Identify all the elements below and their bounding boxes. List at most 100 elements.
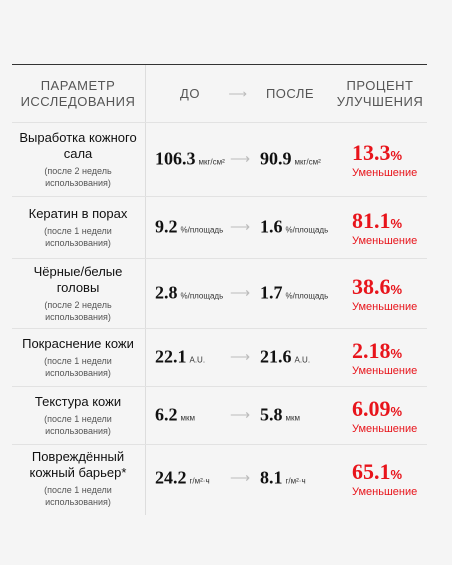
after-unit: г/м²·ч [285, 476, 306, 486]
parameter-note: (после 1 недели использования) [44, 484, 112, 507]
parameter-name: Чёрные/белые головы [33, 263, 123, 295]
before-unit: %/площадь [180, 225, 224, 235]
header-cell: ПАРАМЕТР ИССЛЕДОВАНИЯ [20, 77, 136, 109]
percent-value: 2.18 [352, 337, 391, 363]
table-row: Текстура кожи (после 1 недели использован… [12, 386, 427, 444]
after-cell: 5.8 мкм [260, 405, 300, 426]
percent-cell: 13.3% Уменьшение [352, 122, 417, 196]
parameter-name: Покраснение кожи [22, 335, 134, 351]
change-label: Уменьшение [352, 300, 418, 313]
before-unit: мкм [180, 413, 196, 423]
percent-line: 81.1% [352, 208, 417, 234]
percent-cell: 38.6% Уменьшение [352, 258, 417, 328]
parameter-cell: Повреждённый кожный барьер* (после 1 неде… [12, 444, 144, 512]
parameter-cell: Кератин в порах (после 1 недели использов… [12, 196, 144, 258]
after-unit: %/площадь [285, 225, 329, 235]
after-value: 21.6 [260, 346, 292, 367]
arrow: ⟶ [230, 284, 251, 301]
arrow: ⟶ [230, 469, 251, 486]
row-rule [12, 258, 427, 259]
after-cell: 1.7 %/площадь [260, 283, 328, 304]
percent-value: 13.3 [352, 139, 391, 165]
change-label: Уменьшение [352, 485, 418, 498]
arrow: ⟶ [230, 348, 251, 365]
after-unit: мкг/см² [294, 157, 321, 167]
parameter-name: Выработка кожного сала [19, 129, 137, 161]
percent-line: 6.09% [352, 396, 417, 422]
arrow: ⟶ [230, 150, 251, 167]
percent-value: 81.1 [352, 207, 391, 233]
before-cell: 24.2 г/м²·ч [155, 468, 210, 489]
parameter-cell: Покраснение кожи (после 1 недели использо… [12, 328, 144, 386]
percent-line: 65.1% [352, 459, 417, 485]
after-value: 1.7 [260, 282, 283, 303]
before-unit: г/м²·ч [189, 476, 210, 486]
top-rule [12, 64, 427, 65]
header-cell: ДО [180, 85, 200, 101]
percent-value: 38.6 [352, 273, 391, 299]
percent-cell: 81.1% Уменьшение [352, 196, 417, 258]
arrow: ⟶ [230, 218, 251, 235]
after-unit: мкм [285, 413, 301, 423]
parameter-note: (после 2 недель использования) [44, 165, 112, 188]
before-cell: 2.8 %/площадь [155, 283, 223, 304]
after-unit: A.U. [294, 355, 311, 365]
after-value: 8.1 [260, 467, 283, 488]
before-value: 6.2 [155, 404, 178, 425]
table-row: Выработка кожного сала (после 2 недель ис… [12, 122, 427, 196]
percent-sign: % [390, 215, 403, 231]
before-value: 24.2 [155, 467, 187, 488]
header-cell: ПРОЦЕНТ УЛУЧШЕНИЯ [336, 77, 424, 109]
row-rule [12, 444, 427, 445]
parameter-cell: Текстура кожи (после 1 недели использован… [12, 386, 144, 444]
after-value: 90.9 [260, 148, 292, 169]
row-rule [12, 386, 427, 387]
before-cell: 22.1 A.U. [155, 347, 205, 368]
after-unit: %/площадь [285, 291, 329, 301]
before-unit: A.U. [189, 355, 206, 365]
percent-sign: % [390, 345, 403, 361]
before-unit: %/площадь [180, 291, 224, 301]
percent-sign: % [390, 403, 403, 419]
table-row: Покраснение кожи (после 1 недели использо… [12, 328, 427, 386]
percent-line: 2.18% [352, 338, 417, 364]
header-arrow: ⟶ [228, 85, 248, 101]
parameter-note: (после 1 недели использования) [44, 225, 112, 248]
parameter-note: (после 1 недели использования) [44, 355, 112, 378]
change-label: Уменьшение [352, 364, 418, 377]
percent-line: 38.6% [352, 274, 417, 300]
after-value: 5.8 [260, 404, 283, 425]
arrow: ⟶ [230, 406, 251, 423]
percent-cell: 2.18% Уменьшение [352, 328, 417, 386]
after-value: 1.6 [260, 216, 283, 237]
percent-value: 65.1 [352, 458, 391, 484]
parameter-cell: Чёрные/белые головы (после 2 недель испол… [12, 258, 144, 328]
after-cell: 1.6 %/площадь [260, 217, 328, 238]
change-label: Уменьшение [352, 234, 418, 247]
table-row: Чёрные/белые головы (после 2 недель испол… [12, 258, 427, 328]
percent-sign: % [390, 281, 403, 297]
after-cell: 21.6 A.U. [260, 347, 310, 368]
parameter-note: (после 2 недель использования) [44, 299, 112, 322]
after-cell: 90.9 мкг/см² [260, 149, 321, 170]
percent-cell: 65.1% Уменьшение [352, 444, 417, 512]
percent-sign: % [390, 147, 403, 163]
table-row: Кератин в порах (после 1 недели использов… [12, 196, 427, 258]
parameter-name: Кератин в порах [28, 205, 128, 221]
before-value: 106.3 [155, 148, 196, 169]
percent-sign: % [390, 466, 403, 482]
row-rule [12, 196, 427, 197]
table-row: Повреждённый кожный барьер* (после 1 неде… [12, 444, 427, 512]
percent-cell: 6.09% Уменьшение [352, 386, 417, 444]
row-rule [12, 328, 427, 329]
before-cell: 6.2 мкм [155, 405, 195, 426]
before-value: 2.8 [155, 282, 178, 303]
before-value: 22.1 [155, 346, 187, 367]
percent-value: 6.09 [352, 395, 391, 421]
header-rule [12, 122, 427, 123]
before-cell: 9.2 %/площадь [155, 217, 223, 238]
after-cell: 8.1 г/м²·ч [260, 468, 306, 489]
parameter-note: (после 1 недели использования) [44, 413, 112, 436]
change-label: Уменьшение [352, 422, 418, 435]
column-divider [145, 65, 146, 515]
